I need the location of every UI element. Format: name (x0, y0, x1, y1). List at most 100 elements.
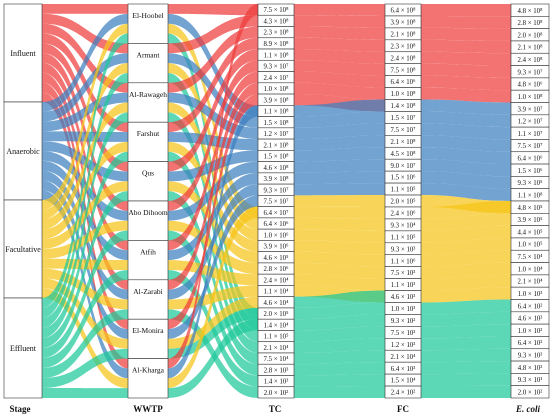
flow-fc-ecoli (421, 336, 511, 351)
flow-tc-fc (294, 386, 385, 398)
fc-value-label: 2.0 × 10⁵ (391, 199, 417, 206)
flow-stage-wwtp (42, 278, 128, 349)
flow-stage-wwtp (42, 4, 128, 14)
flow-tc-fc (294, 183, 385, 196)
flow-wwtp-tc (168, 23, 258, 218)
tc-value-label: 1.4 × 10⁴ (264, 322, 290, 329)
wwtp-label: Armant (137, 50, 161, 59)
ecoli-value-label: 7.5 × 10⁷ (518, 143, 544, 150)
flow-stage-wwtp (42, 388, 128, 398)
flow-wwtp-tc (168, 319, 258, 398)
flow-tc-fc (294, 111, 385, 128)
fc-value-label: 9.3 × 10² (391, 318, 416, 325)
axis-label-wwtp: WWTP (133, 404, 163, 414)
flow-tc-fc (294, 290, 385, 308)
flow-stage-wwtp (42, 112, 128, 328)
flow-tc-fc (294, 26, 385, 40)
ecoli-value-label: 1.0 × 10⁸ (518, 94, 544, 101)
flow-wwtp-tc (168, 33, 258, 320)
tc-value-label: 4.3 × 10⁸ (264, 18, 290, 25)
flow-wwtp-tc (168, 4, 258, 369)
ecoli-value-label: 3.9 × 10⁵ (518, 217, 544, 224)
tc-value-label: 1.1 × 10⁴ (264, 289, 290, 296)
flow-wwtp-tc (168, 71, 258, 251)
tc-value-label: 2.0 × 10² (264, 390, 289, 397)
fc-value-label: 6.4 × 10⁶ (391, 79, 417, 86)
tc-value-label: 3.9 × 10⁸ (264, 97, 290, 104)
flow-fc-ecoli (421, 274, 511, 291)
fc-value-label: 9.0 × 10⁷ (391, 163, 417, 170)
flow-fc-ecoli (421, 75, 511, 91)
flow-fc-ecoli (421, 159, 511, 177)
wwtp-node (127, 121, 169, 162)
tc-value-label: 3.9 × 10⁸ (264, 176, 290, 183)
flow-fc-ecoli (421, 51, 511, 66)
wwtp-label: Abo Dihoom (128, 208, 168, 217)
fc-value-label: 1.1 × 10⁶ (391, 258, 417, 265)
flow-fc-ecoli (421, 87, 511, 103)
fc-value-label: 1.5 × 10⁶ (391, 175, 417, 182)
tc-value-label: 1.0 × 10⁸ (264, 86, 290, 93)
flow-tc-fc (294, 274, 385, 291)
flow-wwtp-tc (168, 195, 258, 339)
fc-value-label: 2.1 × 10⁸ (391, 139, 417, 146)
fc-value-label: 2.4 × 10⁶ (391, 211, 417, 218)
flow-wwtp-tc (168, 49, 258, 172)
flow-stage-wwtp (42, 258, 128, 270)
fc-value-label: 1.5 × 10⁴ (391, 378, 417, 385)
wwtp-label: Qus (142, 169, 154, 178)
fc-value-label: 1.4 × 10⁸ (391, 103, 417, 110)
axis-label-stage: Stage (10, 404, 31, 414)
tc-value-label: 4.6 × 10⁸ (264, 165, 290, 172)
flow-tc-fc (294, 15, 385, 28)
stage-node (3, 297, 43, 399)
flow-fc-ecoli (421, 361, 511, 375)
fc-value-label: 1.0 × 10³ (391, 306, 416, 313)
ecoli-value-label: 4.8 × 10⁸ (518, 8, 544, 15)
wwtp-label: Al-Rawageh (129, 90, 167, 99)
ecoli-value-label: 6.4 × 10² (518, 340, 543, 347)
ecoli-value-label: 4.6 × 10³ (518, 316, 543, 323)
wwtp-label: Al-Kharga (132, 366, 165, 375)
fc-value-label: 1.1 × 10⁵ (391, 187, 417, 194)
ecoli-node (510, 385, 550, 399)
flow-wwtp-tc (168, 151, 258, 353)
ecoli-value-label: 2.1 × 10⁸ (518, 45, 544, 52)
flow-wwtp-tc (168, 15, 258, 54)
flow-fc-ecoli (421, 348, 511, 363)
flow-tc-fc (294, 302, 385, 320)
stage-node (3, 199, 43, 299)
ecoli-value-label: 9.3 × 10¹ (518, 377, 543, 384)
flow-stage-wwtp (42, 33, 128, 309)
flow-tc-fc (294, 350, 385, 365)
ecoli-value-label: 2.0 × 10² (518, 389, 543, 396)
wwtp-node (127, 82, 169, 123)
flow-tc-fc (294, 229, 385, 243)
fc-value-label: 3.9 × 10⁸ (391, 20, 417, 27)
tc-value-label: 1.4 × 10³ (264, 379, 289, 386)
wwtp-node (127, 161, 169, 202)
tc-value-label: 1.0 × 10⁶ (264, 232, 290, 239)
flow-wwtp-tc (168, 13, 258, 117)
wwtp-node (127, 200, 169, 241)
fc-value-label: 2.3 × 10⁸ (391, 43, 417, 50)
tc-value-label: 2.1 × 10⁴ (264, 345, 290, 352)
flow-stage-wwtp (42, 53, 128, 122)
flow-tc-fc (294, 240, 385, 255)
flow-fc-ecoli (421, 324, 511, 339)
tc-value-label: 7.5 × 10⁷ (264, 199, 290, 206)
flow-fc-ecoli (421, 201, 511, 219)
axis-label-ecoli: E. coli (515, 404, 540, 414)
fc-value-label: 9.3 × 10⁴ (391, 222, 417, 229)
fc-value-label: 7.5 × 10³ (391, 270, 416, 277)
wwtp-node (127, 279, 169, 320)
flow-tc-fc (294, 37, 385, 52)
flow-tc-fc (294, 314, 385, 331)
wwtp-node (127, 358, 169, 399)
fc-value-label: 1.0 × 10⁸ (391, 91, 417, 98)
ecoli-value-label: 1.0 × 10⁴ (518, 266, 544, 273)
ecoli-value-label: 6.4 × 10² (518, 303, 543, 310)
tc-value-label: 1.5 × 10⁸ (264, 154, 290, 161)
tc-value-label: 2.8 × 10⁶ (264, 266, 290, 273)
flow-tc-fc (294, 49, 385, 64)
